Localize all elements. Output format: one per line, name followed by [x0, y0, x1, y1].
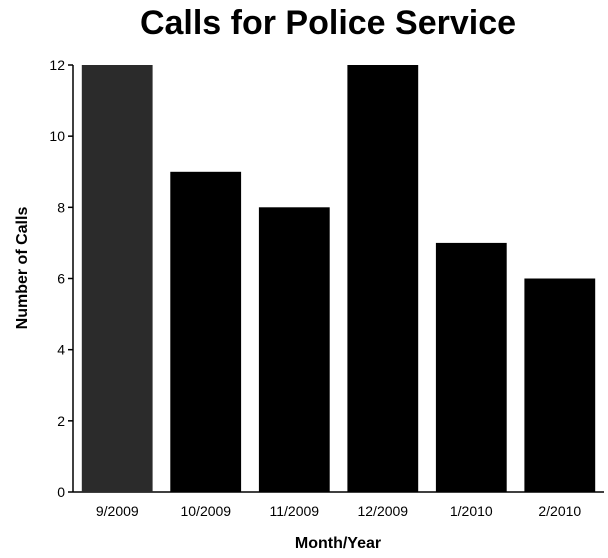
bar-9-2009: [81, 65, 153, 492]
x-tick-label: 1/2010: [450, 503, 493, 519]
x-tick-label: 11/2009: [270, 503, 320, 519]
y-tick-label: 0: [57, 484, 65, 500]
y-tick-label: 8: [57, 199, 65, 215]
plot-area: 0 2 4 6 8 10 12 9/2009 10/2009 11/2009 12/2009 1/2…: [49, 57, 604, 519]
bar-11-2009: [258, 207, 330, 493]
chart-title: Calls for Police Service: [140, 4, 516, 42]
x-tick-label: 10/2009: [180, 503, 231, 519]
y-tick-label: 12: [49, 57, 65, 73]
y-tick-label: 4: [57, 342, 65, 358]
x-tick-group: 9/2009 10/2009 11/2009 12/2009 1/2010 2/2010: [96, 503, 582, 519]
x-axis-title: Month/Year: [295, 535, 381, 552]
bar-10-2009: [170, 171, 242, 493]
y-tick-group: 0 2 4 6 8 10 12: [49, 57, 73, 500]
y-tick-label: 2: [57, 413, 65, 429]
x-tick-label: 12/2009: [357, 503, 408, 519]
y-axis-title: Number of Calls: [14, 207, 31, 330]
bar-1-2010: [435, 242, 507, 492]
y-tick-label: 6: [57, 271, 65, 287]
bar-12-2009: [347, 65, 419, 492]
bar-2-2010: [524, 278, 596, 492]
x-tick-label: 9/2009: [96, 503, 139, 519]
x-tick-label: 2/2010: [538, 503, 581, 519]
y-tick-label: 10: [49, 128, 65, 144]
bar-group: [81, 65, 596, 493]
